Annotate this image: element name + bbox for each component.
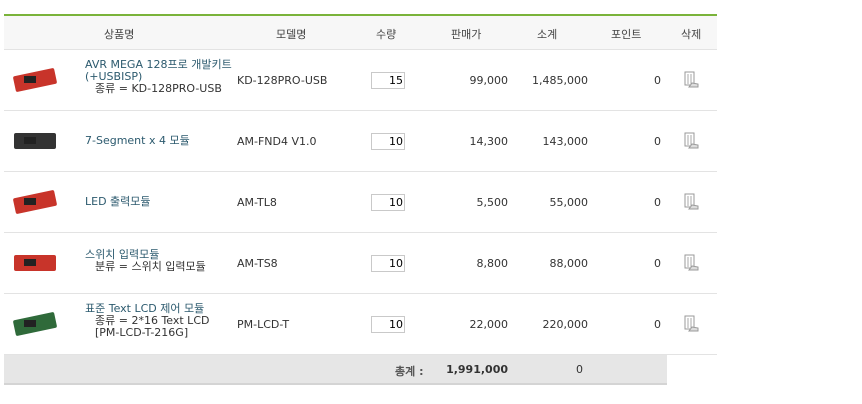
product-name-cell: AVR MEGA 128프로 개발키트(+USBISP) 종류 = KD-128…	[85, 59, 235, 95]
product-image[interactable]	[10, 247, 60, 279]
product-option: 종류 = 2*16 Text LCD [PM-LCD-T-216G]	[95, 314, 210, 339]
model-name: KD-128PRO-USB	[237, 74, 328, 87]
header-points: 포인트	[611, 28, 642, 41]
subtotal: 143,000	[542, 135, 589, 148]
table-row: 표준 Text LCD 제어 모듈 종류 = 2*16 Text LCD [PM…	[4, 294, 717, 355]
total-points: 0	[576, 363, 583, 376]
product-image[interactable]	[10, 64, 60, 96]
subtotal: 220,000	[542, 318, 589, 331]
product-image[interactable]	[10, 308, 60, 340]
product-link[interactable]: 스위치 입력모듈	[85, 248, 160, 261]
trash-icon[interactable]	[683, 254, 699, 271]
product-image[interactable]	[10, 125, 60, 157]
trash-icon[interactable]	[683, 71, 699, 88]
quantity-input[interactable]	[371, 72, 405, 89]
header-delete: 삭제	[681, 28, 702, 41]
points: 0	[654, 196, 661, 209]
points: 0	[654, 74, 661, 87]
product-link[interactable]: AVR MEGA 128프로 개발키트(+USBISP)	[85, 58, 232, 83]
total-row: 총계 : 1,991,000 0	[4, 355, 667, 385]
model-name: AM-TS8	[237, 257, 278, 270]
product-image[interactable]	[10, 186, 60, 218]
points: 0	[654, 135, 661, 148]
trash-icon[interactable]	[683, 315, 699, 332]
accent-line	[4, 14, 717, 16]
table-row: AVR MEGA 128프로 개발키트(+USBISP) 종류 = KD-128…	[4, 50, 717, 111]
quantity-input[interactable]	[371, 133, 405, 150]
table-row: LED 출력모듈 AM-TL8 5,500 55,000 0	[4, 172, 717, 233]
quantity-input[interactable]	[371, 316, 405, 333]
cart-table: 상품명 모델명 수량 판매가 소계 포인트 삭제 AVR MEGA 128프로 …	[4, 14, 717, 355]
product-option: 종류 = KD-128PRO-USB	[95, 82, 222, 95]
model-name: AM-TL8	[237, 196, 277, 209]
product-name-cell: LED 출력모듈	[85, 196, 235, 208]
price: 99,000	[469, 74, 509, 87]
header-qty: 수량	[376, 28, 397, 41]
model-name: PM-LCD-T	[237, 318, 290, 331]
points: 0	[654, 318, 661, 331]
table-header: 상품명 모델명 수량 판매가 소계 포인트 삭제	[4, 16, 717, 50]
table-row: 7-Segment x 4 모듈 AM-FND4 V1.0 14,300 143…	[4, 111, 717, 172]
model-name: AM-FND4 V1.0	[237, 135, 317, 148]
subtotal: 88,000	[549, 257, 589, 270]
product-name-cell: 스위치 입력모듈 분류 = 스위치 입력모듈	[85, 249, 235, 273]
product-option: 분류 = 스위치 입력모듈	[95, 260, 206, 273]
quantity-input[interactable]	[371, 255, 405, 272]
product-link[interactable]: 7-Segment x 4 모듈	[85, 134, 190, 147]
trash-icon[interactable]	[683, 132, 699, 149]
price: 8,800	[476, 257, 509, 270]
trash-icon[interactable]	[683, 193, 699, 210]
product-link[interactable]: LED 출력모듈	[85, 195, 151, 208]
header-model: 모델명	[276, 28, 307, 41]
header-name: 상품명	[104, 28, 135, 41]
product-name-cell: 표준 Text LCD 제어 모듈 종류 = 2*16 Text LCD [PM…	[85, 303, 235, 339]
product-link[interactable]: 표준 Text LCD 제어 모듈	[85, 302, 205, 315]
quantity-input[interactable]	[371, 194, 405, 211]
price: 14,300	[469, 135, 509, 148]
total-amount: 1,991,000	[446, 363, 508, 376]
price: 22,000	[469, 318, 509, 331]
header-price: 판매가	[451, 28, 482, 41]
header-subtotal: 소계	[537, 28, 558, 41]
total-label: 총계 :	[395, 365, 424, 378]
table-row: 스위치 입력모듈 분류 = 스위치 입력모듈 AM-TS8 8,800 88,0…	[4, 233, 717, 294]
subtotal: 55,000	[549, 196, 589, 209]
points: 0	[654, 257, 661, 270]
product-name-cell: 7-Segment x 4 모듈	[85, 135, 235, 147]
subtotal: 1,485,000	[532, 74, 588, 87]
price: 5,500	[476, 196, 509, 209]
